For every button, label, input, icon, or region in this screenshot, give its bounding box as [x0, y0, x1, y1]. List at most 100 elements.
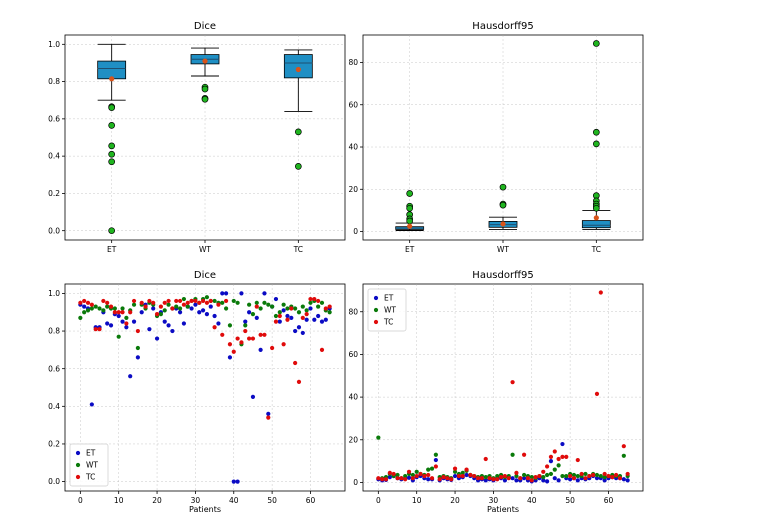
scatter-point — [266, 411, 271, 416]
mean-point — [295, 66, 301, 73]
ytick-label: 0.2 — [48, 189, 60, 198]
scatter-point — [147, 327, 152, 332]
scatter-point — [204, 295, 210, 300]
scatter-point — [319, 347, 325, 352]
scatter-point — [587, 473, 592, 479]
scatter-point — [594, 391, 600, 397]
scatter-point — [414, 473, 419, 479]
scatter-point — [376, 476, 381, 481]
mean-point — [407, 223, 413, 229]
scatter-point — [296, 325, 302, 330]
legend-label-wt: WT — [86, 461, 98, 470]
scatter-point — [548, 454, 554, 459]
scatter-point — [621, 477, 626, 482]
mean-point — [109, 76, 115, 82]
scatter-point — [410, 476, 415, 481]
scatter-point — [460, 473, 465, 479]
scatter-point — [105, 304, 110, 309]
scatter-point — [223, 306, 229, 311]
scatter-point — [112, 306, 117, 311]
scatter-point — [475, 476, 481, 481]
outlier-point — [108, 104, 116, 112]
box-iqr — [581, 220, 611, 229]
scatter-point — [258, 306, 263, 311]
scatter-point — [266, 302, 271, 307]
scatter-point — [521, 472, 527, 478]
outlier-point — [592, 204, 600, 212]
scatter-point — [120, 319, 125, 324]
outlier-point — [499, 201, 507, 209]
scatter-point — [270, 304, 275, 309]
legend-marker-et — [373, 295, 379, 301]
scatter-point — [170, 306, 175, 311]
scatter-point — [120, 306, 125, 311]
box-et — [97, 43, 127, 235]
scatter-point — [602, 471, 607, 477]
series-et — [78, 291, 332, 484]
outlier-point — [294, 163, 302, 170]
scatter-point — [281, 308, 286, 313]
scatter-point — [541, 469, 546, 474]
ytick-label: 0 — [353, 227, 358, 236]
scatter-point — [441, 475, 446, 480]
scatter-point — [452, 473, 458, 479]
scatter-point — [502, 478, 508, 483]
outlier-point — [108, 150, 116, 158]
scatter-dice-title: Dice — [194, 270, 216, 281]
mean-point — [500, 221, 506, 227]
scatter-point — [406, 469, 412, 474]
scatter-point — [525, 476, 531, 481]
scatter-point — [521, 476, 527, 481]
scatter-point — [177, 298, 183, 304]
scatter-point — [312, 296, 317, 302]
scatter-point — [312, 317, 317, 322]
scatter-point — [560, 441, 565, 447]
scatter-point — [529, 475, 534, 480]
scatter-point — [177, 306, 183, 311]
scatter-point — [262, 300, 267, 305]
scatter-point — [514, 470, 519, 475]
scatter-point — [514, 478, 519, 483]
xtick-label: 30 — [191, 496, 201, 505]
scatter-point — [433, 464, 438, 469]
scatter-point — [200, 298, 206, 304]
scatter-point — [193, 298, 198, 304]
scatter-point — [78, 300, 83, 305]
scatter-point — [602, 475, 607, 480]
scatter-point — [387, 475, 392, 480]
outlier-point — [406, 204, 414, 212]
legend-marker-et — [75, 450, 81, 456]
scatter-point — [166, 302, 171, 307]
scatter-point — [510, 380, 515, 385]
scatter-point — [208, 304, 213, 309]
xtick-label: 30 — [489, 496, 499, 505]
scatter-point — [479, 476, 485, 481]
scatter-point — [316, 313, 321, 319]
scatter-point — [223, 298, 229, 304]
scatter-point — [266, 415, 271, 420]
scatter-point — [273, 319, 279, 324]
series-tc — [78, 296, 332, 420]
ytick-label: 0 — [353, 478, 358, 487]
scatter-point — [277, 313, 282, 319]
scatter-point — [162, 300, 167, 305]
scatter-point — [579, 471, 584, 477]
scatter-point — [426, 472, 431, 478]
scatter-point — [204, 312, 210, 317]
ytick-label: 0.6 — [48, 114, 60, 123]
scatter-point — [231, 349, 236, 354]
boxplot-hausdorff-panel: Hausdorff95 0 20 40 60 80 ET WT TC — [348, 21, 644, 254]
scatter-point — [139, 300, 144, 305]
scatter-point — [135, 355, 140, 360]
scatter-point — [433, 457, 438, 463]
legend-label-tc: TC — [85, 473, 95, 482]
outlier-point — [406, 190, 414, 197]
scatter-point — [204, 300, 210, 305]
scatter-point — [174, 304, 179, 309]
scatter-point — [108, 304, 114, 309]
mean-point — [593, 215, 599, 221]
scatter-point — [304, 312, 309, 317]
outlier-point — [108, 142, 116, 150]
scatter-point — [449, 477, 454, 482]
scatter-point — [414, 469, 419, 474]
